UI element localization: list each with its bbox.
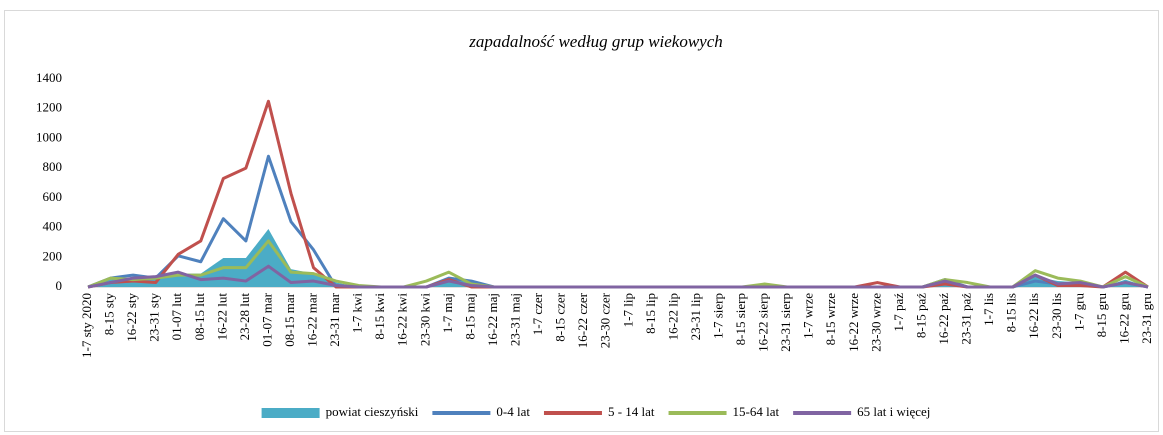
legend-label: powiat cieszyński — [326, 404, 419, 419]
x-tick-label: 23-28 lut — [237, 293, 252, 341]
x-tick-label: 16-22 lut — [214, 293, 229, 341]
x-tick-label: 1-7 wrze — [801, 293, 816, 339]
legend-label: 5 - 14 lat — [608, 404, 655, 419]
x-tick-label: 01-07 lut — [169, 293, 184, 341]
x-tick-label: 23-31 sty — [147, 293, 162, 342]
x-tick-label: 1-7 sierp — [710, 293, 725, 339]
x-tick-label: 1-7 czer — [530, 292, 545, 335]
legend-label: 65 lat i więcej — [857, 404, 930, 419]
legend-label: 0-4 lat — [496, 404, 530, 419]
x-tick-label: 16-22 wrze — [846, 293, 861, 352]
x-tick-label: 1-7 lip — [620, 293, 635, 327]
legend-swatch — [261, 408, 320, 418]
x-tick-label: 8-15 lis — [1004, 293, 1019, 332]
x-tick-label: 16-22 sty — [124, 293, 139, 342]
x-tick-label: 8-15 kwi — [372, 293, 387, 340]
x-tick-label: 1-7 paź — [891, 293, 906, 332]
x-tick-label: 16-22 kwi — [395, 293, 410, 346]
x-tick-label: 8-15 sierp — [733, 293, 748, 345]
y-tick-label: 0 — [56, 278, 63, 293]
x-tick-label: 08-15 mar — [282, 292, 297, 346]
x-tick-label: 16-22 sierp — [756, 293, 771, 352]
x-tick-label: 8-15 maj — [462, 293, 477, 340]
y-tick-label: 600 — [43, 189, 63, 204]
y-tick-label: 1400 — [36, 70, 62, 85]
y-tick-label: 200 — [43, 248, 63, 263]
x-tick-label: 8-15 wrze — [823, 293, 838, 346]
x-tick-label: 16-22 lip — [665, 293, 680, 340]
x-tick-label: 23-31 maj — [507, 293, 522, 346]
x-tick-label: 16-22 paź — [936, 293, 951, 345]
x-tick-label: 8-15 lip — [643, 293, 658, 334]
legend-label: 15-64 lat — [733, 404, 780, 419]
x-tick-label: 8-15 paź — [913, 293, 928, 338]
x-tick-label: 16-22 maj — [485, 293, 500, 346]
chart-title: zapadalność według grup wiekowych — [468, 32, 723, 51]
x-tick-label: 16-22 mar — [305, 292, 320, 346]
x-tick-label: 23-31 paź — [959, 293, 974, 345]
x-tick-label: 23-30 lis — [1049, 293, 1064, 339]
x-tick-label: 23-30 kwi — [417, 293, 432, 346]
chart-border — [4, 10, 1159, 432]
x-tick-label: 8-15 gru — [1094, 293, 1109, 338]
x-tick-label: 1-7 gru — [1071, 293, 1086, 331]
x-tick-label: 23-30 czer — [598, 292, 613, 348]
x-tick-label: 23-30 wrze — [868, 293, 883, 352]
y-tick-label: 400 — [43, 219, 63, 234]
y-tick-label: 1200 — [36, 100, 62, 115]
x-tick-label: 16-22 gru — [1116, 293, 1131, 344]
x-tick-label: 1-7 maj — [440, 293, 455, 333]
x-tick-label: 1-7 lis — [981, 293, 996, 326]
x-tick-label: 16-22 czer — [575, 292, 590, 348]
x-tick-label: 8-15 sty — [102, 293, 117, 336]
x-tick-label: 01-07 mar — [259, 292, 274, 346]
x-tick-label: 1-7 sty 2020 — [79, 293, 94, 358]
x-tick-label: 1-7 kwi — [350, 293, 365, 333]
x-tick-label: 23-31 mar — [327, 292, 342, 346]
y-tick-label: 800 — [43, 159, 63, 174]
y-tick-label: 1000 — [36, 129, 62, 144]
x-tick-label: 08-15 lut — [192, 293, 207, 341]
line — [87, 264, 1149, 289]
x-tick-label: 23-31 gru — [1139, 293, 1154, 344]
x-tick-label: 23-31 lip — [688, 293, 703, 340]
x-tick-label: 16-22 lis — [1026, 293, 1041, 339]
x-tick-label: 23-31 sierp — [778, 293, 793, 352]
x-tick-label: 8-15 czer — [553, 292, 568, 341]
